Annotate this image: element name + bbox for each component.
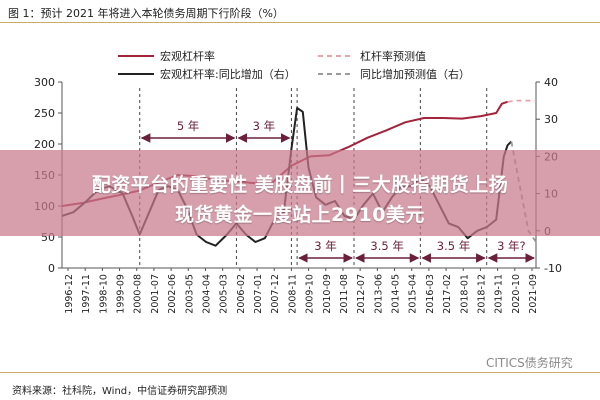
series-line-lev_fc: [507, 99, 536, 103]
x-tick-label: 2011-08: [339, 274, 350, 314]
span-label: 3.5 年: [370, 239, 403, 253]
x-tick-label: 2004-04: [201, 274, 212, 314]
title-rule: [0, 22, 600, 23]
headline-line-2[interactable]: 现货黄金一度站上2910美元: [175, 204, 425, 226]
left-tick-label: 0: [48, 262, 55, 275]
span-label: 3 年: [314, 239, 336, 253]
figure-title: 图 1：预计 2021 年将进入本轮债务周期下行阶段（%）: [8, 7, 284, 20]
x-tick-label: 2010-09: [322, 274, 333, 314]
headline-overlay[interactable]: [0, 150, 600, 236]
span-label: 3 年: [253, 119, 275, 133]
source-rule: [0, 372, 600, 373]
left-tick-label: 200: [34, 138, 55, 151]
x-tick-label: 2013-06: [373, 274, 384, 314]
span-label: 3.5 年: [437, 239, 470, 253]
headline-line-1[interactable]: 配资平台的重要性 美股盘前丨三大股指期货上扬: [91, 174, 509, 196]
span-label: 5 年: [177, 119, 199, 133]
x-tick-label: 2003-05: [184, 274, 195, 314]
x-tick-label: 2008-11: [287, 274, 298, 314]
legend-label-lev: 宏观杠杆率: [160, 49, 215, 63]
source-note: 资料来源：社科院，Wind，中信证券研究部预测: [12, 386, 228, 397]
x-tick-label: 1996-12: [64, 274, 75, 314]
right-tick-label: 30: [544, 113, 558, 126]
x-tick-label: 1999-09: [116, 274, 127, 314]
x-tick-label: 2000-08: [133, 274, 144, 314]
x-tick-label: 2017-02: [442, 274, 453, 314]
x-tick-label: 2007-12: [270, 274, 281, 314]
watermark: CITICS债务研究: [486, 356, 573, 370]
x-tick-label: 1997-11: [81, 274, 92, 314]
x-tick-label: 2015-04: [408, 274, 419, 314]
right-tick-label: 40: [544, 76, 558, 89]
legend-label-yoy_fc: 同比增加预测值（右）: [360, 67, 470, 81]
x-tick-label: 2009-10: [305, 274, 316, 314]
left-tick-label: 300: [34, 76, 55, 89]
x-tick-label: 2005-03: [219, 274, 230, 314]
x-tick-label: 2002-06: [167, 274, 178, 314]
x-tick-label: 2012-07: [356, 274, 367, 314]
x-tick-label: 2019-11: [494, 274, 505, 314]
legend-label-lev_fc: 杠杆率预测值: [360, 49, 426, 63]
right-tick-label: -10: [544, 262, 562, 275]
span-label: 3 年?: [497, 239, 526, 253]
x-tick-label: 2001-07: [150, 274, 161, 314]
x-tick-label: 2018-12: [476, 274, 487, 314]
x-tick-label: 2014-05: [391, 274, 402, 314]
x-tick-label: 1998-10: [98, 274, 109, 314]
x-tick-label: 2016-03: [425, 274, 436, 314]
x-tick-label: 2006-02: [236, 274, 247, 314]
x-tick-label: 2020-10: [511, 274, 522, 314]
legend-label-yoy: 宏观杠杆率:同比增加（右）: [160, 67, 296, 81]
x-tick-label: 2021-09: [528, 274, 539, 314]
x-tick-label: 2018-01: [459, 274, 470, 314]
left-tick-label: 250: [34, 107, 55, 120]
x-tick-label: 2007-01: [253, 274, 264, 314]
